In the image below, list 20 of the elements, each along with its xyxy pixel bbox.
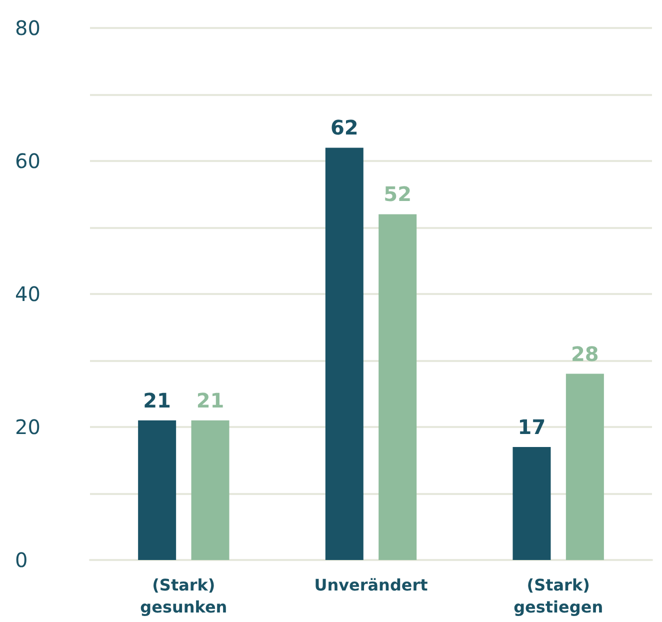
bar bbox=[512, 446, 551, 560]
bar bbox=[325, 148, 364, 560]
y-tick-label: 20 bbox=[15, 415, 40, 439]
y-tick-label: 0 bbox=[15, 548, 28, 572]
bar bbox=[191, 420, 230, 560]
bar bbox=[566, 374, 604, 560]
data-label: 52 bbox=[384, 182, 412, 206]
bar bbox=[378, 214, 417, 560]
data-label: 28 bbox=[571, 342, 599, 366]
x-tick-label: Unverändert bbox=[314, 576, 428, 594]
data-label: 17 bbox=[518, 414, 546, 439]
x-tick-label: (Stark) gestiegen bbox=[514, 576, 604, 616]
data-label: 21 bbox=[143, 388, 171, 412]
y-tick-label: 60 bbox=[15, 149, 40, 173]
x-tick-label: (Stark) gesunken bbox=[140, 576, 228, 616]
data-label: 21 bbox=[196, 388, 224, 412]
y-tick-label: 80 bbox=[15, 16, 40, 40]
data-label: 62 bbox=[330, 116, 358, 140]
bar bbox=[138, 420, 176, 560]
y-tick-label: 40 bbox=[15, 282, 40, 306]
